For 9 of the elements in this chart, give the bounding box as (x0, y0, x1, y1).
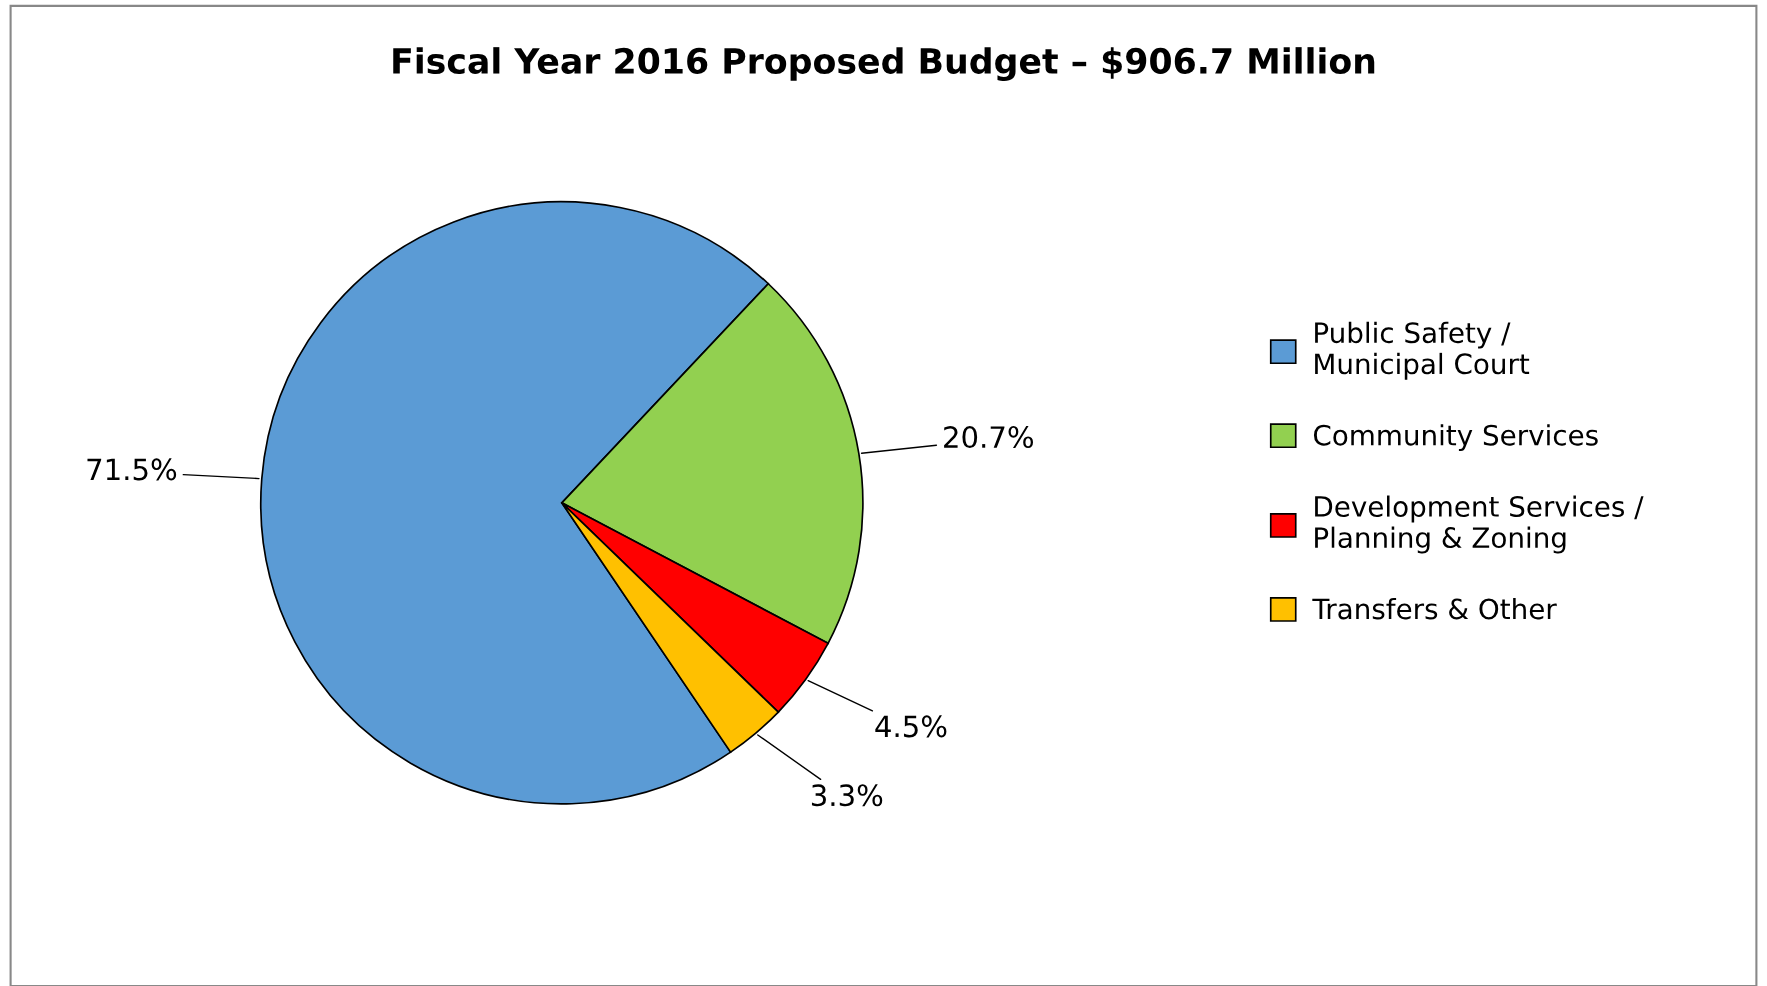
chart-title: Fiscal Year 2016 Proposed Budget – $906.7 Million (393, 47, 1375, 82)
legend-label: Development Services / Planning & Zoning (1315, 495, 1644, 554)
legend-label: Transfers & Other (1312, 597, 1557, 620)
data-label: 3.3% (811, 784, 883, 807)
data-label: 4.5% (875, 715, 947, 738)
legend-label: Community Services (1313, 424, 1598, 452)
data-label: 20.7% (944, 426, 1033, 449)
legend-label: Public Safety / Municipal Court (1315, 321, 1530, 380)
data-label: 71.5% (87, 458, 177, 481)
